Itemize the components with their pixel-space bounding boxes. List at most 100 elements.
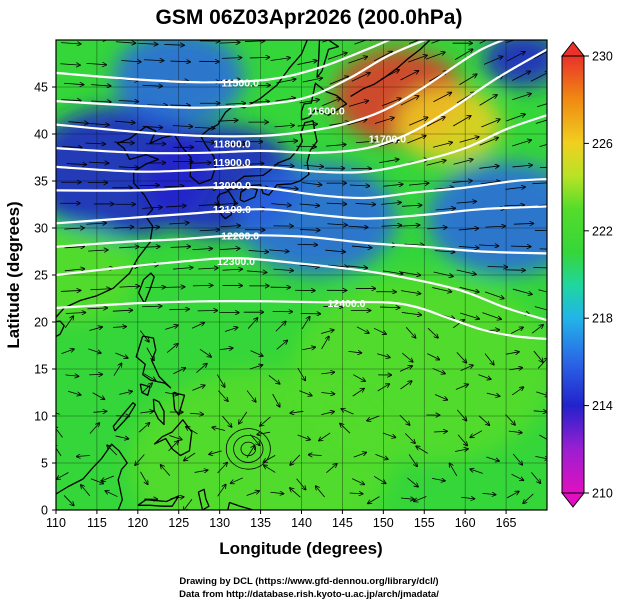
coastline-palawan bbox=[112, 402, 137, 432]
wind-arrow bbox=[353, 374, 365, 382]
contour-label: 11600.0 bbox=[307, 106, 345, 118]
wind-arrow bbox=[271, 204, 291, 206]
wind-arrow bbox=[63, 495, 74, 505]
coastline-new-guinea-n bbox=[227, 501, 261, 510]
wind-arrow bbox=[216, 374, 224, 387]
wind-arrow bbox=[425, 52, 445, 60]
wind-arrow bbox=[399, 225, 420, 226]
coastline-borneo-n bbox=[56, 443, 128, 510]
wind-arrow bbox=[322, 40, 331, 43]
wind-arrow bbox=[482, 312, 501, 320]
wind-arrow bbox=[301, 317, 310, 330]
wind-arrow bbox=[246, 390, 256, 402]
wind-arrow bbox=[407, 136, 426, 144]
coastline-honshu bbox=[226, 120, 318, 196]
wind-arrow bbox=[505, 352, 519, 354]
wind-arrow bbox=[290, 488, 301, 498]
wind-arrow bbox=[226, 144, 246, 145]
x-axis-label: Longitude (degrees) bbox=[219, 539, 382, 558]
contour-12000-0 bbox=[56, 178, 547, 200]
wind-arrow bbox=[481, 119, 499, 128]
coastline-samar-leyte bbox=[172, 391, 186, 416]
colorbar-tick-label: 230 bbox=[592, 50, 613, 64]
wind-arrow bbox=[505, 270, 525, 271]
wind-arrow bbox=[505, 187, 525, 189]
colorbar-max-triangle bbox=[560, 41, 586, 57]
wind-arrow bbox=[56, 444, 62, 457]
wind-arrow bbox=[316, 486, 325, 498]
wind-arrow bbox=[433, 92, 451, 103]
wind-arrow bbox=[290, 411, 304, 413]
wind-arrow bbox=[222, 269, 243, 270]
colorbar-min-triangle bbox=[560, 492, 586, 508]
wind-arrow bbox=[484, 291, 504, 299]
wind-arrow bbox=[86, 63, 107, 64]
wind-arrow bbox=[512, 94, 531, 101]
wind-arrow bbox=[219, 348, 233, 350]
wind-arrow bbox=[89, 374, 102, 375]
wind-arrow bbox=[482, 493, 496, 494]
wind-arrow bbox=[434, 394, 447, 400]
graticule bbox=[56, 40, 547, 510]
wind-arrow bbox=[453, 320, 464, 329]
wind-arrow bbox=[135, 454, 145, 466]
wind-arrow bbox=[460, 312, 479, 319]
wind-arrow bbox=[88, 348, 101, 353]
contour-12400-0 bbox=[56, 300, 547, 340]
wind-arrow bbox=[268, 375, 280, 383]
y-tick-label: 45 bbox=[34, 81, 48, 95]
colorbar-ticks: 210 214 218 222 226 230 bbox=[584, 50, 613, 501]
wind-arrow bbox=[478, 415, 489, 425]
contour-label: 12200.0 bbox=[221, 231, 259, 243]
wind-arrow bbox=[453, 116, 471, 127]
wind-arrow bbox=[199, 230, 220, 231]
wind-arrow bbox=[225, 103, 246, 104]
wind-arrow bbox=[479, 95, 497, 106]
contour-labels: 11500.0 11600.0 11700.0 11800.0 11900.0 12000… bbox=[213, 77, 406, 310]
wind-arrow bbox=[62, 147, 82, 148]
map-title: GSM 06Z03Apr2026 (200.0hPa) bbox=[156, 6, 463, 29]
wind-arrow bbox=[512, 165, 533, 167]
wind-arrow bbox=[186, 427, 198, 435]
wind-arrow bbox=[341, 409, 354, 415]
wind-arrow bbox=[297, 61, 316, 65]
wind-arrow bbox=[460, 365, 473, 371]
wind-arrow bbox=[404, 433, 415, 443]
wind-arrow bbox=[250, 350, 263, 356]
wind-arrow bbox=[260, 416, 271, 426]
wind-arrow bbox=[533, 267, 547, 269]
wind-arrow bbox=[456, 201, 477, 203]
wind-arrow bbox=[426, 160, 446, 166]
wind-arrow bbox=[404, 244, 424, 245]
wind-arrow bbox=[300, 40, 302, 41]
wind-arrow bbox=[196, 364, 206, 373]
wind-arrow bbox=[168, 441, 179, 452]
wind-arrow bbox=[379, 159, 398, 164]
wind-arrow bbox=[535, 119, 547, 124]
wind-arrow bbox=[87, 38, 107, 39]
wind-arrow bbox=[381, 202, 401, 204]
wind-arrow bbox=[164, 44, 184, 45]
wind-arrow bbox=[140, 471, 147, 485]
wind-arrow bbox=[374, 31, 393, 38]
wind-arrow bbox=[57, 472, 69, 480]
wind-arrow bbox=[348, 226, 368, 227]
wind-arrow bbox=[297, 434, 310, 440]
wind-arrow bbox=[212, 427, 226, 431]
wind-arrow bbox=[321, 330, 334, 334]
wind-arrow bbox=[147, 105, 167, 106]
x-tick-label: 120 bbox=[127, 516, 148, 530]
wind-arrow bbox=[101, 475, 114, 481]
wind-arrow bbox=[56, 412, 60, 415]
wind-arrow bbox=[270, 492, 283, 493]
y-tick-label: 5 bbox=[41, 457, 48, 471]
wind-arrow bbox=[375, 453, 387, 459]
wind-arrow bbox=[511, 246, 531, 247]
wind-arrow bbox=[68, 122, 88, 124]
wind-arrow bbox=[459, 137, 479, 143]
wind-arrow bbox=[276, 340, 288, 350]
wind-arrow bbox=[321, 412, 334, 415]
wind-arrow bbox=[355, 141, 376, 143]
wind-arrow bbox=[512, 453, 522, 465]
wind-arrow bbox=[479, 40, 488, 44]
